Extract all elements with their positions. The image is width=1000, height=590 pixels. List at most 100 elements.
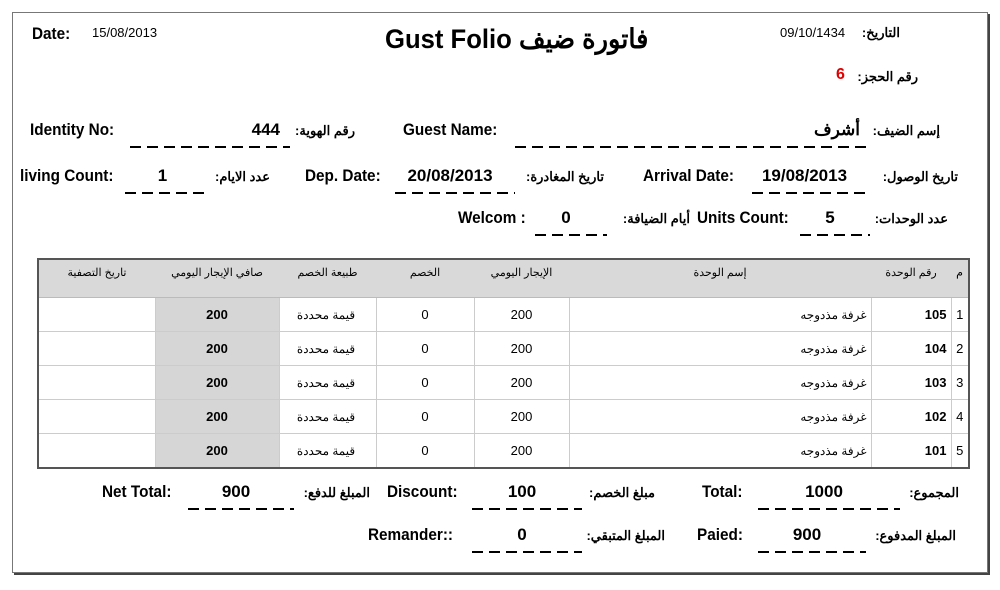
- daily-rent-cell: 200: [473, 365, 570, 400]
- unit-number-cell: 104: [870, 331, 952, 366]
- table-row: 200 قيمة محددة 0 200 غرفة مذدوجه 105 1: [37, 297, 970, 332]
- unit-number-cell: 105: [870, 297, 952, 332]
- discount-type-cell: قيمة محددة: [278, 365, 377, 400]
- identity-value: 444: [251, 120, 280, 139]
- date-label: Date:: [32, 24, 71, 43]
- rem-underline: [472, 551, 582, 553]
- paid-value: 900: [792, 525, 822, 544]
- living-underline: [125, 192, 210, 194]
- unit-name-cell: غرفة مذدوجه: [568, 365, 872, 400]
- table-row: 200 قيمة محددة 0 200 غرفة مذدوجه 102 4: [37, 399, 970, 434]
- discount-cell: 0: [375, 433, 475, 469]
- welcom-value: 0: [561, 208, 571, 227]
- net-rent-cell: 200: [154, 365, 280, 400]
- column-header: الإيجار اليومي: [474, 259, 569, 298]
- rem-label-ar: المبلغ المتبقي:: [586, 528, 665, 543]
- net-rent-cell: 200: [154, 399, 280, 434]
- discount-type-cell: قيمة محددة: [278, 399, 377, 434]
- discount-type-cell: قيمة محددة: [278, 433, 377, 469]
- date-value: 15/08/2013: [92, 25, 158, 40]
- unit-number-cell: 103: [870, 365, 952, 400]
- table-row: 200 قيمة محددة 0 200 غرفة مذدوجه 104 2: [37, 331, 970, 366]
- total-label: Total:: [702, 482, 743, 501]
- unit-name-cell: غرفة مذدوجه: [568, 399, 872, 434]
- column-header: إسم الوحدة: [569, 259, 871, 298]
- unit-number-cell: 102: [870, 399, 952, 434]
- name-label-ar: إسم الضيف:: [872, 123, 940, 138]
- arr-label-ar: تاريخ الوصول:: [882, 169, 958, 184]
- dep-label: Dep. Date:: [305, 166, 381, 185]
- table-header-row: تاريخ التصفية صافي الإيجار اليومي طبيعة ال…: [38, 259, 969, 298]
- net-label: Net Total:: [102, 482, 172, 501]
- row-index-cell: 1: [950, 297, 970, 332]
- column-header: الخصم: [376, 259, 474, 298]
- name-value: أشرف: [814, 120, 860, 139]
- living-value: 1: [157, 166, 168, 185]
- discount-cell: 0: [375, 399, 475, 434]
- identity-label-ar: رقم الهوية:: [295, 123, 355, 138]
- name-label: Guest Name:: [403, 120, 498, 139]
- table-row: 200 قيمة محددة 0 200 غرفة مذدوجه 103 3: [37, 365, 970, 400]
- arr-label: Arrival Date:: [643, 166, 734, 185]
- discount-label-ar: مبلغ الخصم:: [589, 485, 655, 500]
- discount-cell: 0: [375, 365, 475, 400]
- settle-date-cell: [37, 399, 156, 434]
- daily-rent-cell: 200: [473, 433, 570, 469]
- discount-label: Discount:: [387, 482, 458, 501]
- discount-cell: 0: [375, 331, 475, 366]
- identity-underline: [130, 146, 290, 148]
- booking-label: رقم الحجز:: [857, 69, 918, 84]
- arr-underline: [752, 192, 867, 194]
- welcom-label-ar: أيام الضيافة:: [622, 211, 690, 226]
- unit-name-cell: غرفة مذدوجه: [568, 433, 872, 469]
- units-underline: [800, 234, 870, 236]
- row-index-cell: 4: [950, 399, 970, 434]
- living-label: living Count:: [20, 166, 114, 185]
- unit-name-cell: غرفة مذدوجه: [568, 331, 872, 366]
- hijri-date-label: التاريخ:: [861, 25, 900, 40]
- paid-label: Paied:: [697, 525, 743, 544]
- unit-name-cell: غرفة مذدوجه: [568, 297, 872, 332]
- units-value: 5: [825, 208, 835, 227]
- daily-rent-cell: 200: [473, 399, 570, 434]
- net-underline: [188, 508, 294, 510]
- paid-label-ar: المبلغ المدفوع:: [875, 528, 956, 543]
- rem-label: Remander::: [368, 525, 454, 544]
- row-index-cell: 2: [950, 331, 970, 366]
- discount-underline: [472, 508, 582, 510]
- total-label-ar: المجموع:: [909, 485, 959, 500]
- living-label-ar: عدد الايام:: [215, 169, 270, 184]
- column-header: م: [951, 259, 969, 298]
- column-header: رقم الوحدة: [871, 259, 951, 298]
- identity-label: Identity No:: [30, 120, 115, 139]
- net-value: 900: [221, 482, 251, 501]
- name-underline: [515, 146, 870, 148]
- settle-date-cell: [37, 433, 156, 469]
- booking-number: 6: [836, 66, 845, 83]
- paid-underline: [758, 551, 866, 553]
- settle-date-cell: [37, 365, 156, 400]
- daily-rent-cell: 200: [473, 297, 570, 332]
- daily-rent-cell: 200: [473, 331, 570, 366]
- net-rent-cell: 200: [154, 297, 280, 332]
- net-rent-cell: 200: [154, 433, 280, 469]
- table-row: 200 قيمة محددة 0 200 غرفة مذدوجه 101 5: [37, 433, 970, 469]
- discount-value: 100: [507, 482, 537, 501]
- total-value: 1000: [805, 482, 843, 501]
- column-header: طبيعة الخصم: [279, 259, 376, 298]
- column-header: تاريخ التصفية: [38, 259, 155, 298]
- hijri-date-value: 09/10/1434: [780, 25, 846, 40]
- units-label-ar: عدد الوحدات:: [874, 211, 948, 226]
- dep-underline: [395, 192, 515, 194]
- page-title: Gust Folio فاتورة ضيف: [385, 24, 649, 54]
- total-underline: [758, 508, 900, 510]
- settle-date-cell: [37, 297, 156, 332]
- welcom-label: Welcom :: [458, 208, 526, 227]
- net-label-ar: المبلغ للدفع:: [303, 485, 370, 500]
- units-label: Units Count:: [697, 208, 789, 227]
- settle-date-cell: [37, 331, 156, 366]
- column-header: صافي الإيجار اليومي: [155, 259, 279, 298]
- unit-number-cell: 101: [870, 433, 952, 469]
- row-index-cell: 3: [950, 365, 970, 400]
- discount-cell: 0: [375, 297, 475, 332]
